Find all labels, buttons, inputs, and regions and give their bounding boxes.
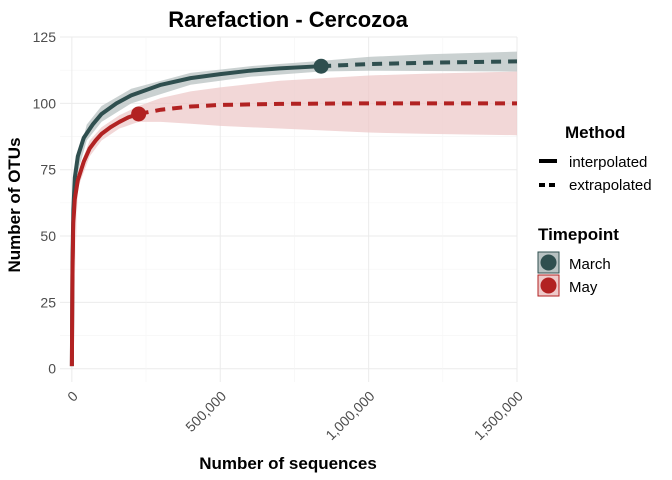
y-axis-title: Number of OTUs	[5, 137, 24, 272]
legend-label-march: March	[569, 256, 611, 273]
series-lines	[69, 59, 518, 367]
legend-timepoint-title: Timepoint	[538, 225, 619, 244]
legend-may-point	[540, 277, 557, 294]
line-extrapolated-march	[321, 59, 518, 69]
legend-label-may: May	[569, 279, 598, 296]
x-tick-label: 1,000,000	[322, 388, 378, 444]
legend-method-title: Method	[565, 123, 625, 142]
y-tick-labels: 0 25 50 75 100 125	[33, 29, 57, 377]
x-tick-label: 0	[64, 388, 81, 405]
x-tick-label: 500,000	[182, 388, 229, 435]
legend-label-interpolated: interpolated	[569, 154, 647, 171]
line-extrapolated-may	[138, 101, 517, 116]
observed-point-march	[313, 58, 329, 74]
x-tick-label: 1,500,000	[471, 388, 527, 444]
x-axis-title: Number of sequences	[199, 454, 377, 473]
legend-label-extrapolated: extrapolated	[569, 177, 652, 194]
x-tick-labels: 0 500,000 1,000,000 1,500,000	[64, 388, 526, 444]
y-tick-label: 125	[33, 29, 57, 45]
chart-title: Rarefaction - Cercozoa	[168, 7, 408, 32]
ci-band-may	[71, 71, 518, 367]
observed-points	[131, 58, 329, 122]
line-interpolated-may	[69, 112, 140, 367]
y-tick-label: 0	[48, 361, 56, 377]
y-tick-label: 25	[40, 294, 56, 310]
legend-method: Method interpolated extrapolated	[539, 123, 652, 194]
legend-timepoint: Timepoint March May	[537, 225, 619, 297]
legend-march-point	[540, 254, 557, 271]
y-tick-label: 100	[33, 95, 57, 111]
observed-point-may	[131, 106, 147, 122]
y-tick-label: 75	[40, 162, 56, 178]
plot-grid	[60, 36, 518, 382]
confidence-bands	[71, 51, 518, 367]
y-tick-label: 50	[40, 228, 56, 244]
